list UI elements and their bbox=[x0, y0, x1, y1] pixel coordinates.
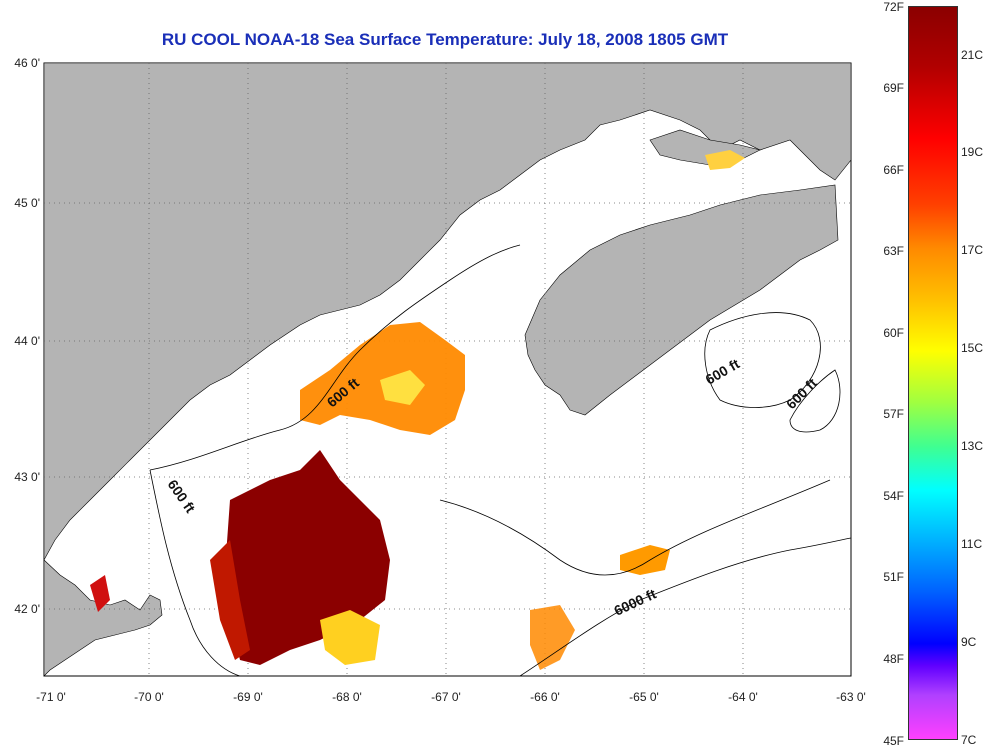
lon-label-71: -71 0' bbox=[36, 690, 66, 704]
lon-label-66: -66 0' bbox=[530, 690, 560, 704]
lon-label-69: -69 0' bbox=[233, 690, 263, 704]
colorbar-f-63: 63F bbox=[883, 244, 904, 258]
land-nova-scotia bbox=[524, 184, 839, 416]
colorbar-c-9: 9C bbox=[961, 635, 977, 649]
colorbar-c-11: 11C bbox=[961, 537, 983, 551]
lat-label-45: 45 0' bbox=[14, 196, 40, 210]
sst-patch-georges-red bbox=[210, 540, 250, 660]
temperature-colorbar bbox=[908, 6, 958, 740]
lon-label-65: -65 0' bbox=[629, 690, 659, 704]
lat-label-43: 43 0' bbox=[14, 470, 40, 484]
colorbar-c-13: 13C bbox=[961, 439, 984, 453]
colorbar-f-72: 72F bbox=[883, 0, 904, 14]
colorbar-c-15: 15C bbox=[961, 341, 984, 355]
colorbar-c-7: 7C bbox=[961, 733, 977, 747]
colorbar-f-48: 48F bbox=[883, 652, 904, 666]
colorbar-f-66: 66F bbox=[883, 163, 904, 177]
sst-patch-ma-red bbox=[90, 575, 110, 612]
sst-patch-gulf-yellow bbox=[380, 370, 425, 405]
colorbar-c-21: 21C bbox=[961, 48, 984, 62]
lon-label-64: -64 0' bbox=[728, 690, 758, 704]
colorbar-f-51: 51F bbox=[883, 570, 904, 584]
colorbar-c-17: 17C bbox=[961, 243, 984, 257]
lat-label-44: 44 0' bbox=[14, 334, 40, 348]
lon-label-67: -67 0' bbox=[431, 690, 461, 704]
colorbar-f-60: 60F bbox=[883, 326, 904, 340]
lon-label-63: -63 0' bbox=[836, 690, 866, 704]
colorbar-c-19: 19C bbox=[961, 145, 984, 159]
sst-patch-pei-yellow bbox=[705, 150, 745, 170]
land-massachusetts bbox=[43, 559, 163, 677]
colorbar-f-69: 69F bbox=[883, 81, 904, 95]
lon-label-68: -68 0' bbox=[332, 690, 362, 704]
land-maine-nb bbox=[43, 62, 852, 561]
colorbar-f-57: 57F bbox=[883, 407, 904, 421]
sst-patch-shelf-orange bbox=[620, 545, 670, 575]
map-title: RU COOL NOAA-18 Sea Surface Temperature:… bbox=[161, 30, 729, 49]
lon-label-70: -70 0' bbox=[134, 690, 164, 704]
colorbar-f-45: 45F bbox=[883, 734, 904, 748]
colorbar-f-54: 54F bbox=[883, 489, 904, 503]
sst-patch-georges-yellow bbox=[320, 610, 380, 665]
sst-patch-south-orange bbox=[530, 605, 575, 670]
lat-label-42: 42 0' bbox=[14, 602, 40, 616]
sst-patch-gulf-orange bbox=[300, 322, 465, 435]
lat-label-46: 46 0' bbox=[14, 56, 40, 70]
